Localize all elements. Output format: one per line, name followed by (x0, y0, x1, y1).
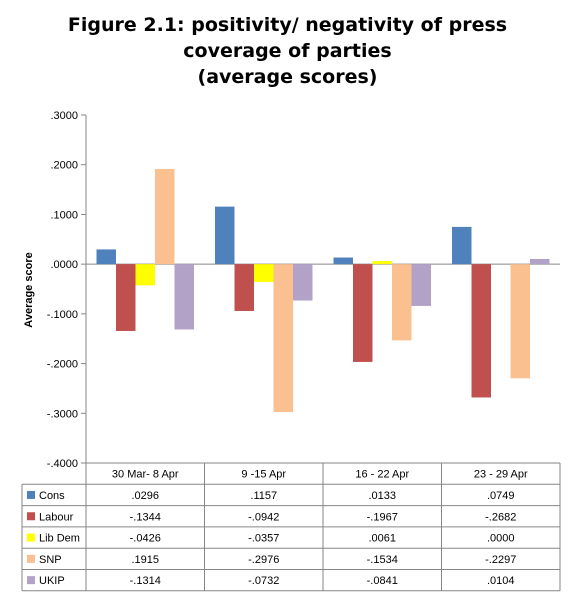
bar-lib-dem (372, 261, 392, 265)
data-value-label: -.1344 (130, 511, 161, 523)
legend-key-cons (27, 490, 35, 499)
category-label: 23 - 29 Apr (474, 469, 528, 481)
bar-cons (215, 206, 235, 265)
y-tick-label: .3000 (50, 110, 78, 122)
data-value-label: -.0942 (248, 511, 279, 523)
y-tick-label: -.4000 (47, 458, 78, 470)
chart-title: Figure 2.1: positivity/ negativity of pr… (0, 12, 575, 90)
data-value-label: .0749 (487, 490, 515, 502)
bars-group (96, 168, 550, 413)
bar-ukip (530, 258, 550, 265)
data-value-label: -.1534 (367, 554, 398, 566)
bar-snp (273, 264, 293, 413)
data-table: 30 Mar- 8 Apr 9 -15 Apr 16 - 22 Apr 23 - 29… (21, 462, 561, 592)
legend-series-name: SNP (39, 554, 62, 566)
data-value-label: -.0732 (248, 575, 279, 587)
data-value-label: .1157 (250, 490, 277, 502)
legend-key-lib-dem (27, 533, 35, 542)
y-tick-label: -.3000 (47, 408, 78, 420)
title-line-2: coverage of parties (183, 40, 392, 62)
bar-cons (333, 257, 353, 265)
y-tick-label: .0000 (50, 259, 78, 271)
data-value-label: .0104 (487, 575, 515, 587)
bar-labour (116, 264, 136, 331)
data-value-label: -.0357 (248, 533, 279, 545)
legend-series-name: UKIP (39, 575, 65, 587)
legend-key-snp (27, 554, 35, 563)
y-tick-label: .2000 (50, 160, 78, 172)
data-value-label: -.2976 (248, 554, 279, 566)
data-value-label: .0296 (131, 490, 159, 502)
category-label: 16 - 22 Apr (355, 469, 409, 481)
data-value-label: -.2297 (485, 554, 516, 566)
data-value-label: -.1967 (367, 511, 398, 523)
bar-cons (96, 249, 116, 265)
y-tick-label: -.1000 (47, 309, 78, 321)
legend-key-labour (27, 512, 35, 521)
bar-cons (452, 226, 472, 265)
legend-series-name: Cons (39, 490, 65, 502)
data-value-label: .1915 (131, 554, 159, 566)
bar-ukip (174, 264, 194, 330)
data-value-label: -.0841 (367, 575, 398, 587)
legend-series-name: Lib Dem (39, 533, 80, 545)
data-value-label: -.1314 (130, 575, 161, 587)
data-value-label: .0000 (487, 533, 515, 545)
data-value-label: -.2682 (485, 511, 516, 523)
bar-lib-dem (135, 264, 155, 286)
bar-labour (353, 264, 373, 362)
y-axis-label: Average score (23, 252, 35, 327)
bar-lib-dem (254, 264, 274, 282)
data-value-label: .0061 (368, 533, 396, 545)
legend-key-ukip (27, 576, 35, 585)
title-line-3: (average scores) (197, 66, 378, 88)
category-label: 30 Mar- 8 Apr (112, 469, 179, 481)
data-value-label: -.0426 (130, 533, 161, 545)
bar-ukip (411, 264, 431, 306)
category-label: 9 -15 Apr (241, 469, 286, 481)
y-tick-label: .1000 (50, 209, 78, 221)
bar-labour (471, 264, 491, 398)
bar-ukip (293, 264, 313, 301)
axes-group: .3000 .2000 .1000 .0000 -.1000 -.2000 -.3000 -.… (47, 110, 560, 470)
data-value-label: .0133 (368, 490, 396, 502)
title-line-1: Figure 2.1: positivity/ negativity of pr… (67, 14, 508, 36)
bar-snp (510, 264, 530, 379)
bar-snp (155, 168, 175, 265)
bar-snp (392, 264, 412, 341)
legend-series-name: Labour (39, 511, 74, 523)
bar-labour (234, 264, 254, 311)
y-tick-label: -.2000 (47, 359, 78, 371)
